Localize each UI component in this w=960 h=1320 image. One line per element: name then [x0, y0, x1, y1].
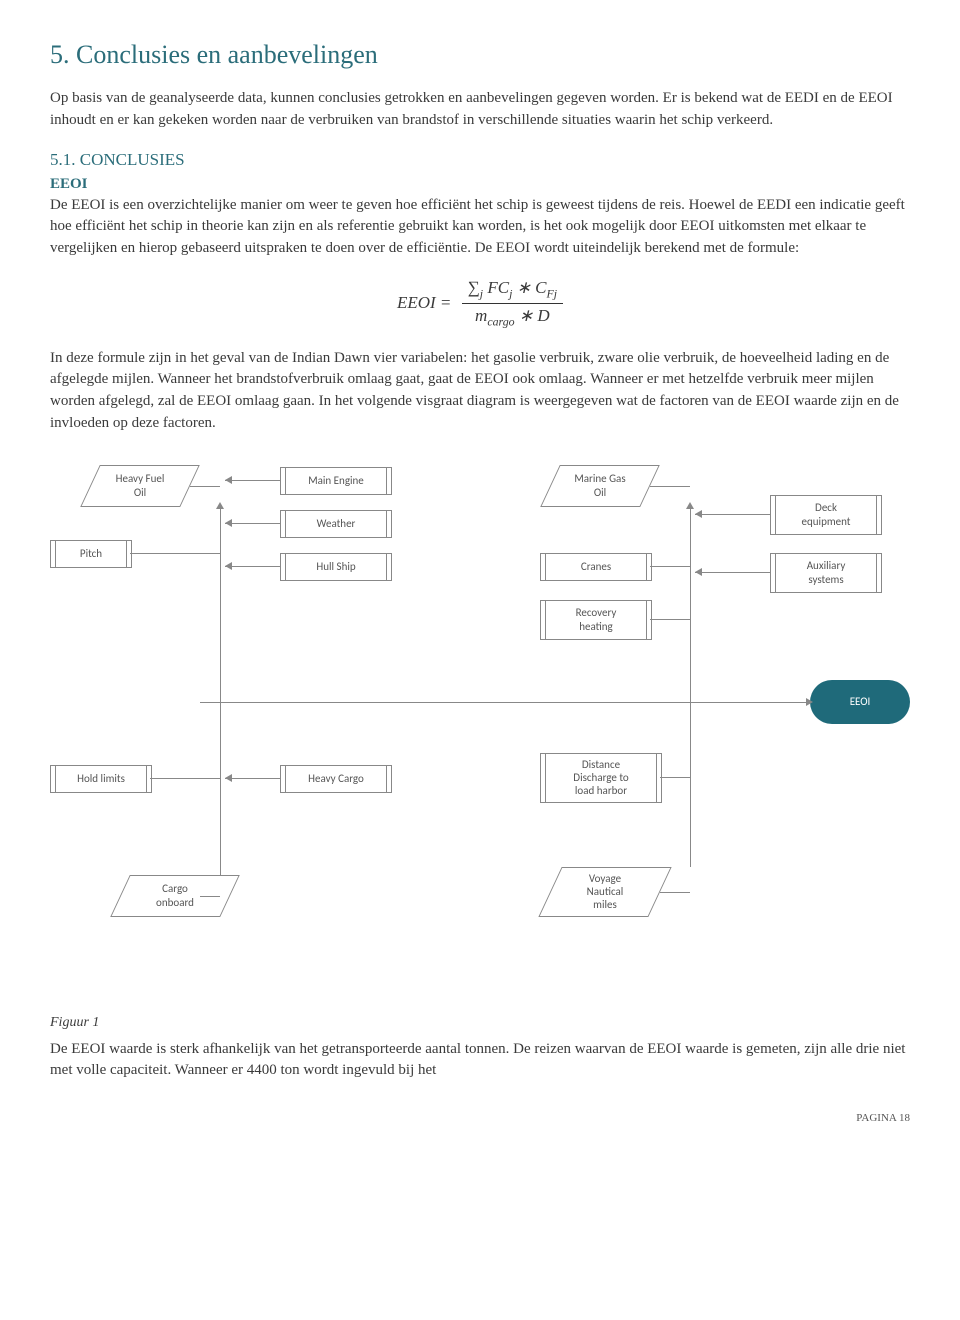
- node-hull-ship: Hull Ship: [280, 553, 392, 581]
- node-auxiliary-systems: Auxiliarysystems: [770, 553, 882, 593]
- eeoi-formula: EEOI = ∑j FCj ∗ CFj mcargo ∗ D: [50, 278, 910, 330]
- section-number: 5.1. CONCLUSIES: [50, 150, 910, 170]
- node-pitch: Pitch: [50, 540, 132, 568]
- node-heavy-fuel-oil: Heavy FuelOil: [90, 465, 190, 507]
- formula-lhs: EEOI =: [397, 293, 451, 312]
- node-distance: DistanceDischarge toload harbor: [540, 753, 662, 803]
- page-heading: 5. Conclusies en aanbevelingen: [50, 40, 910, 70]
- paragraph-1: De EEOI is een overzichtelijke manier om…: [50, 195, 910, 260]
- formula-numerator: ∑j FCj ∗ CFj: [462, 278, 563, 304]
- fishbone-diagram: Heavy FuelOil Pitch Main Engine Weather …: [50, 455, 910, 1005]
- formula-denominator: mcargo ∗ D: [462, 304, 563, 329]
- node-weather: Weather: [280, 510, 392, 538]
- eeoi-subheading: EEOI: [50, 176, 910, 193]
- node-recovery-heating: Recoveryheating: [540, 600, 652, 640]
- node-marine-gas-oil: Marine GasOil: [550, 465, 650, 507]
- node-hold-limits: Hold limits: [50, 765, 152, 793]
- closing-paragraph: De EEOI waarde is sterk afhankelijk van …: [50, 1039, 910, 1083]
- node-main-engine: Main Engine: [280, 467, 392, 495]
- node-eeoi-pill: EEOI: [810, 680, 910, 724]
- intro-paragraph: Op basis van de geanalyseerde data, kunn…: [50, 88, 910, 132]
- page-number: PAGINA 18: [50, 1112, 910, 1124]
- node-cranes: Cranes: [540, 553, 652, 581]
- figure-caption: Figuur 1: [50, 1015, 910, 1031]
- node-heavy-cargo: Heavy Cargo: [280, 765, 392, 793]
- paragraph-2: In deze formule zijn in het geval van de…: [50, 348, 910, 435]
- node-deck-equipment: Deckequipment: [770, 495, 882, 535]
- node-voyage-miles: VoyageNauticalmiles: [550, 867, 660, 917]
